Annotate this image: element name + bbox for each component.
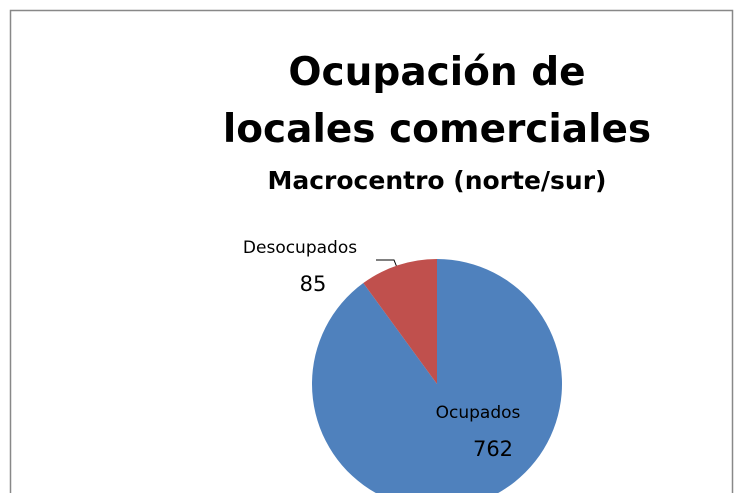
slice-label: Ocupados xyxy=(436,403,521,423)
value-label: 762 xyxy=(473,437,513,461)
chart-subtitle: Macrocentro (norte/sur) xyxy=(267,166,607,195)
pie-slice xyxy=(312,259,562,493)
slice-label: Desocupados xyxy=(243,238,357,258)
pie-slice xyxy=(363,259,437,384)
value-label: 85 xyxy=(300,272,327,296)
chart-title: Ocupación de locales comerciales xyxy=(222,50,652,152)
